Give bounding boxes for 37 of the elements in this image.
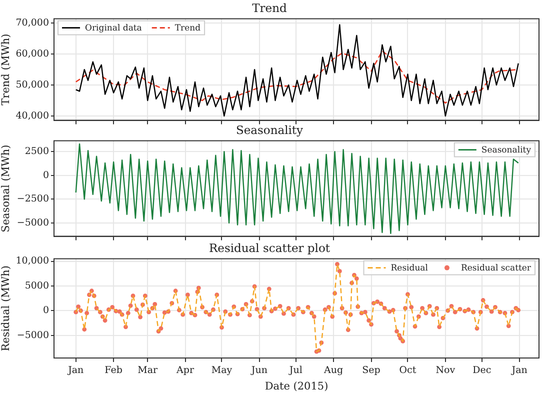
legend-label: Seasonality (481, 146, 532, 156)
x-tick-label: Apr (176, 365, 194, 376)
y-tick-label: 60,000 (16, 48, 49, 60)
y-tick-label: 50,000 (16, 79, 49, 90)
legend-label: Original data (85, 24, 142, 34)
y-axis-title: Residual (MWh) (0, 265, 12, 352)
y-tick-label: 70,000 (16, 18, 49, 29)
y-tick-label: −5000 (16, 330, 49, 341)
x-tick-label: Nov (436, 365, 456, 376)
y-tick-label: 2500 (24, 146, 49, 158)
x-tick-label: Aug (323, 365, 344, 376)
y-tick-label: 10,000 (16, 256, 49, 267)
x-tick-label: Jan (510, 365, 528, 376)
y-axis-title: Seasonal (MWh) (0, 144, 12, 232)
y-tick-label: −5000 (16, 217, 49, 228)
y-tick-label: 0 (42, 305, 49, 316)
y-tick-label: −2500 (16, 194, 49, 205)
x-tick-label: Sep (362, 365, 380, 376)
chart-title: Seasonality (236, 122, 304, 137)
x-tick-label: Mar (138, 365, 158, 376)
x-axis-title: Date (2015) (264, 380, 328, 392)
x-tick-label: Oct (399, 365, 416, 376)
chart-title: Trend (252, 0, 288, 15)
x-tick-label: Jun (250, 365, 268, 376)
y-tick-label: 40,000 (16, 110, 49, 122)
x-tick-label: Jul (288, 365, 302, 376)
legend-label: Trend (174, 24, 202, 34)
y-axis-title: Trend (MWh) (0, 34, 12, 106)
y-tick-label: 0 (42, 170, 49, 181)
legend-label: Residual scatter (460, 264, 532, 274)
x-tick-label: May (211, 365, 233, 376)
x-tick-label: Feb (104, 365, 122, 376)
x-tick-label: Dec (472, 365, 492, 376)
chart-title: Residual scatter plot (209, 240, 330, 255)
x-tick-label: Jan (67, 365, 84, 376)
legend-label: Residual (390, 264, 428, 274)
y-tick-label: 5000 (24, 280, 49, 292)
